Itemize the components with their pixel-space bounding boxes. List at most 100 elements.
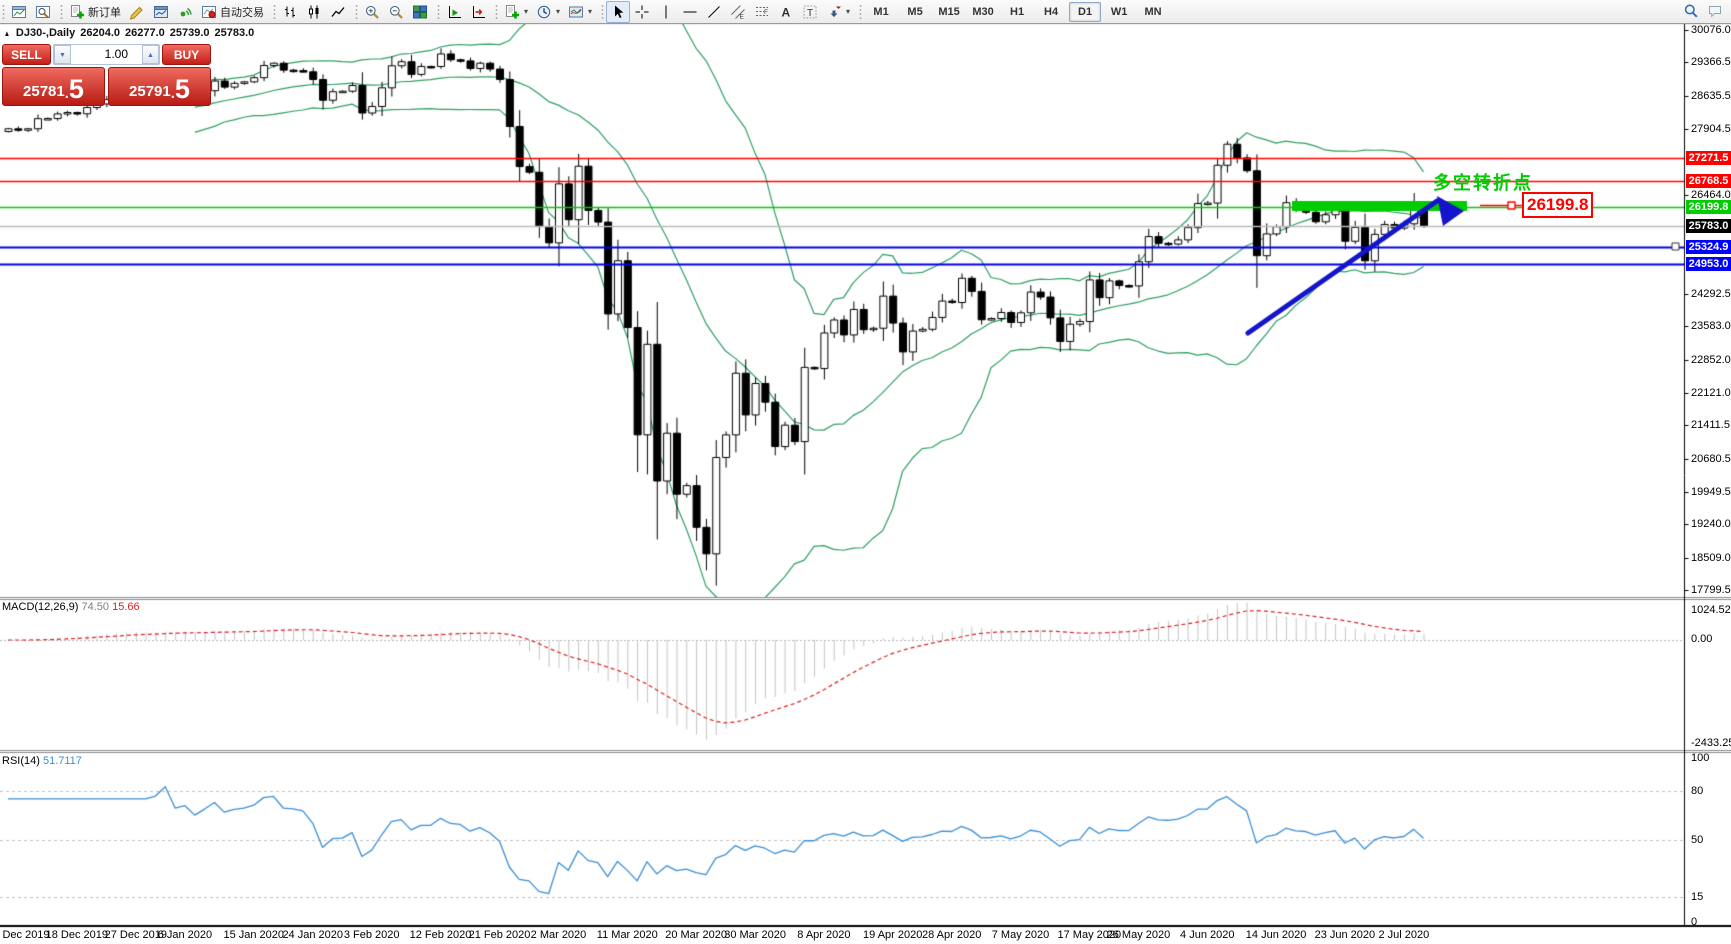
sell-price-button[interactable]: 25781. 5 <box>2 67 105 106</box>
timeframe-D1[interactable]: D1 <box>1069 1 1102 22</box>
timeline-label: 12 Feb 2020 <box>409 929 472 941</box>
timeframe-MN[interactable]: MN <box>1144 5 1162 18</box>
auto-scroll-button[interactable] <box>442 1 466 23</box>
dropdown-caret-icon[interactable]: ▾ <box>556 7 561 16</box>
price-tag: 24953.0 <box>1686 256 1731 271</box>
arrows-icon <box>826 4 842 20</box>
timeline-label: 8 Apr 2020 <box>797 929 851 941</box>
search-button[interactable] <box>1679 0 1703 22</box>
timeline-label: 21 Feb 2020 <box>468 929 531 941</box>
horizontal-line-button[interactable] <box>678 1 702 23</box>
templates-button[interactable]: ▾ <box>564 1 596 23</box>
candlestick-button[interactable] <box>302 1 326 23</box>
docplus-icon <box>504 4 520 20</box>
indicators-button[interactable]: ▾ <box>500 1 532 23</box>
rsi-scale-label: 80 <box>1691 784 1704 797</box>
volume-value[interactable]: 1.00 <box>104 47 128 61</box>
rsi-label: RSI(14) 51.7117 <box>2 755 82 767</box>
terminal-icon <box>153 4 169 20</box>
profiles-button[interactable] <box>31 1 55 23</box>
chart-shift-button[interactable] <box>466 1 490 23</box>
price-scale-tick: 22852.0 <box>1691 353 1731 366</box>
cursor-button[interactable] <box>606 0 631 23</box>
rsi-name: RSI(14) <box>2 755 40 767</box>
timeframe-H1[interactable]: H1 <box>1010 5 1025 18</box>
tiles-icon <box>412 4 428 20</box>
dropdown-caret-icon[interactable]: ▾ <box>588 7 593 16</box>
toolbar-group <box>435 1 493 23</box>
ohlc-close: 25783.0 <box>214 27 255 39</box>
price-scale-tick: 20680.5 <box>1691 452 1731 465</box>
bar-chart-button[interactable] <box>278 1 302 23</box>
template-icon <box>568 4 584 20</box>
timeframe-H4[interactable]: H4 <box>1044 5 1059 18</box>
timeframe-M1[interactable]: M1 <box>873 5 889 18</box>
bars-icon <box>282 4 298 20</box>
price-scale-tick: 18509.0 <box>1691 551 1731 564</box>
timeline-label: Dec 2019 <box>2 929 50 941</box>
symbol-icon: ▲ <box>3 28 11 38</box>
rsi-scale-label: 0 <box>1691 916 1698 928</box>
text-label-button[interactable] <box>798 1 822 23</box>
price-scale-tick: 24292.5 <box>1691 287 1731 300</box>
new-order-button[interactable]: 新订单 <box>65 1 125 23</box>
vertical-line-button[interactable] <box>654 1 678 23</box>
timeline-label: 19 Apr 2020 <box>863 929 923 941</box>
timeframe-W1[interactable]: W1 <box>1110 5 1128 18</box>
timeline-label: 6 Jan 2020 <box>157 929 213 941</box>
trendline-button[interactable] <box>702 1 726 23</box>
macd-label: MACD(12,26,9) 74.50 15.66 <box>2 601 140 613</box>
buy-button[interactable]: BUY <box>162 44 211 65</box>
price-scale-tick: 23583.0 <box>1691 320 1731 333</box>
line-chart-button[interactable] <box>326 1 350 23</box>
autotrading-button[interactable]: 自动交易 <box>197 1 268 23</box>
periods-button[interactable]: ▾ <box>532 1 564 23</box>
new-chart-button[interactable] <box>7 1 31 23</box>
text-button[interactable] <box>774 1 798 23</box>
price-scale-tick: 30076.0 <box>1691 24 1731 36</box>
fibonacci-button[interactable] <box>750 1 774 23</box>
macd-scale-label: -2433.25 <box>1691 737 1731 749</box>
signals-button[interactable] <box>173 1 197 23</box>
turning-point-annotation[interactable]: 多空转折点 <box>1433 173 1533 193</box>
rsi-value: 51.7117 <box>42 755 82 767</box>
toolbar-right <box>1679 0 1727 22</box>
buy-price-main: 25791 <box>129 83 171 100</box>
equidistant-channel-button[interactable] <box>726 1 750 23</box>
price-scale-tick: 29366.5 <box>1691 56 1731 69</box>
timeline-label: 2 Jul 2020 <box>1378 929 1430 941</box>
zoom-in-button[interactable] <box>360 1 384 23</box>
winchart-icon <box>11 4 27 20</box>
winsearch-icon <box>35 4 51 20</box>
toolbar-group <box>0 1 58 23</box>
buy-price-button[interactable]: 25791. 5 <box>108 67 211 106</box>
zoom-out-button[interactable] <box>384 1 408 23</box>
timeline-label: 24 Jan 2020 <box>282 929 343 941</box>
volume-increase-button[interactable]: ▲ <box>142 45 159 64</box>
terminal-button[interactable] <box>149 1 173 23</box>
price-callout-box[interactable]: 26199.8 <box>1522 192 1594 218</box>
timeframe-M5[interactable]: M5 <box>907 5 923 18</box>
autotrading-icon <box>201 4 217 20</box>
shift-icon <box>470 4 486 20</box>
zoomin-icon <box>364 4 380 20</box>
chat-button[interactable] <box>1703 0 1727 22</box>
signals-icon <box>177 4 193 20</box>
zoomout-icon <box>388 4 404 20</box>
crosshair-button[interactable] <box>630 1 654 23</box>
sell-price-dot: . <box>64 85 69 102</box>
sell-button[interactable]: SELL <box>2 44 51 65</box>
price-scale-tick: 26464.0 <box>1691 188 1731 201</box>
dropdown-caret-icon[interactable]: ▾ <box>846 7 851 16</box>
buy-price-big-digit: 5 <box>174 74 190 104</box>
timeframe-M15[interactable]: M15 <box>938 5 960 18</box>
toolbar-group <box>271 1 353 23</box>
candles-icon <box>306 4 322 20</box>
timeframe-M30[interactable]: M30 <box>972 5 994 18</box>
dropdown-caret-icon[interactable]: ▾ <box>524 7 529 16</box>
metaeditor-button[interactable] <box>125 1 149 23</box>
tile-windows-button[interactable] <box>408 1 432 23</box>
volume-decrease-button[interactable]: ▼ <box>54 45 71 64</box>
timeline-label: 11 Mar 2020 <box>596 929 658 941</box>
arrows-button[interactable]: ▾ <box>822 1 854 23</box>
